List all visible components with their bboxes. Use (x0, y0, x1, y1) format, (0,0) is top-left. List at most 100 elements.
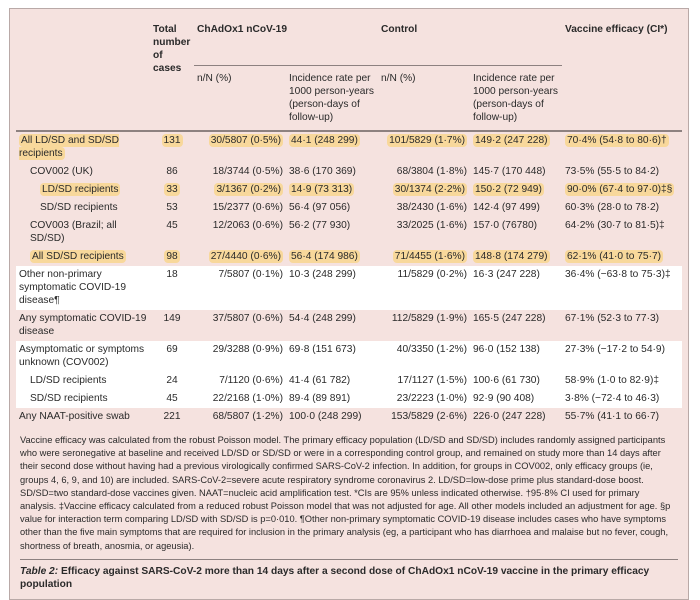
cell-eff: 3·8% (−72·4 to 46·3) (562, 390, 683, 408)
cell-value: 38·6 (170 369) (289, 166, 356, 177)
cell-value: 165·5 (247 228) (473, 313, 546, 324)
cell-v-inc: 41·4 (61 782) (286, 372, 379, 390)
cell-v-n: 27/4440 (0·6%) (194, 248, 286, 266)
cell-value: 69 (166, 344, 178, 355)
cell-v-n: 30/5807 (0·5%) (194, 132, 286, 163)
cell-c-n: 17/1127 (1·5%) (378, 372, 471, 390)
highlighted-value: 30/5807 (0·5%) (208, 134, 283, 147)
cell-label: LD/SD recipients (16, 372, 150, 390)
cell-eff: 60·3% (28·0 to 78·2) (562, 199, 682, 217)
cell-c-inc: 92·9 (90 408) (470, 390, 563, 408)
cell-v-n: 7/5807 (0·1%) (194, 266, 286, 310)
cell-total: 86 (150, 163, 194, 181)
table-panel: Total number of cases ChAdOx1 nCoV-19 Co… (9, 8, 689, 600)
cell-c-inc: 100·6 (61 730) (470, 372, 563, 390)
cell-value: 56·2 (77 930) (289, 220, 351, 231)
cell-c-n: 68/3804 (1·8%) (378, 163, 470, 181)
cell-value: 15/2377 (0·6%) (212, 202, 283, 213)
cell-value: Other non-primary symptomatic COVID-19 d… (19, 269, 126, 306)
cell-total: 18 (150, 266, 194, 310)
table-row: LD/SD recipients 24 7/1120 (0·6%) 41·4 (61 … (16, 372, 683, 390)
cell-value: 64·2% (30·7 to 81·5)‡ (565, 220, 665, 231)
cell-c-inc: 148·8 (174 279) (470, 248, 562, 266)
cell-v-inc: 54·4 (248 299) (286, 310, 378, 341)
cell-total: 45 (150, 217, 194, 248)
table-caption: Table 2: Efficacy against SARS-CoV-2 mor… (20, 565, 678, 591)
cell-v-n: 68/5807 (1·2%) (194, 408, 286, 426)
cell-label: Any symptomatic COVID-19 disease (16, 310, 150, 341)
header-blank (16, 17, 150, 131)
cell-value: 60·3% (28·0 to 78·2) (565, 202, 660, 213)
cell-v-inc: 69·8 (151 673) (286, 341, 379, 372)
cell-label: COV002 (UK) (16, 163, 150, 181)
cell-v-n: 12/2063 (0·6%) (194, 217, 286, 248)
cell-value: 112/5829 (1·9%) (391, 313, 468, 324)
cell-value: 54·4 (248 299) (289, 313, 356, 324)
cell-value: 56·4 (97 056) (289, 202, 351, 213)
cell-value: 142·4 (97 499) (473, 202, 540, 213)
header-vaccine-incidence: Incidence rate per 1000 person-years (pe… (289, 73, 374, 123)
cell-eff: 55·7% (41·1 to 66·7) (562, 408, 682, 426)
cell-v-n: 22/2168 (1·0%) (194, 390, 286, 408)
table-row: COV003 (Brazil; all SD/SD) 45 12/2063 (0·6… (16, 217, 682, 248)
cell-c-n: 23/2223 (1·0%) (378, 390, 471, 408)
cell-eff: 27·3% (−17·2 to 54·9) (562, 341, 683, 372)
cell-value: 145·7 (170 448) (473, 166, 546, 177)
header-total: Total number of cases (153, 24, 191, 74)
cell-value: 23/2223 (1·0%) (396, 393, 468, 404)
highlighted-value: 33 (164, 183, 180, 196)
cell-value: 16·3 (247 228) (473, 269, 540, 280)
cell-v-n: 3/1367 (0·2%) (194, 181, 286, 199)
cell-v-inc: 56·4 (97 056) (286, 199, 378, 217)
cell-v-inc: 44·1 (248 299) (286, 132, 378, 163)
cell-label: All SD/SD recipients (16, 248, 150, 266)
header-vaccine-nN: n/N (%) (197, 73, 232, 84)
cell-value: 18 (166, 269, 178, 280)
highlighted-value: 62·1% (41·0 to 75·7) (565, 250, 664, 263)
cell-value: 7/5807 (0·1%) (218, 269, 283, 280)
cell-c-n: 11/5829 (0·2%) (378, 266, 471, 310)
cell-value: 89·4 (89 891) (289, 393, 351, 404)
caption-rule (20, 558, 678, 560)
cell-value: SD/SD recipients (30, 393, 108, 404)
table-row: Asymptomatic or symptoms unknown (COV002… (16, 341, 683, 372)
cell-eff: 73·5% (55·5 to 84·2) (562, 163, 682, 181)
cell-value: 36·4% (−63·8 to 75·3)‡ (565, 269, 671, 280)
cell-value: Asymptomatic or symptoms unknown (COV002… (19, 344, 145, 368)
table-row: Any symptomatic COVID-19 disease 149 37/58… (16, 310, 682, 341)
cell-value: 29/3288 (0·9%) (212, 344, 283, 355)
cell-value: 157·0 (76780) (473, 220, 538, 231)
cell-v-n: 7/1120 (0·6%) (194, 372, 286, 390)
table-row: Other non-primary symptomatic COVID-19 d… (16, 266, 683, 310)
cell-label: Asymptomatic or symptoms unknown (COV002… (16, 341, 150, 372)
cell-value: 153/5829 (2·6%) (391, 411, 468, 422)
highlighted-value: 148·8 (174 279) (473, 250, 550, 263)
header-control-group: Control (378, 17, 563, 66)
highlighted-value: 90·0% (67·4 to 97·0)‡§ (565, 183, 675, 196)
cell-label: COV003 (Brazil; all SD/SD) (16, 217, 150, 248)
highlighted-value: 70·4% (54·8 to 80·6)† (565, 134, 669, 147)
cell-value: 17/1127 (1·5%) (397, 375, 468, 386)
cell-value: 45 (166, 393, 178, 404)
cell-c-inc: 165·5 (247 228) (470, 310, 562, 341)
cell-value: 67·1% (52·3 to 77·3) (565, 313, 660, 324)
cell-c-n: 30/1374 (2·2%) (378, 181, 470, 199)
cell-value: 22/2168 (1·0%) (212, 393, 283, 404)
highlighted-value: 150·2 (72 949) (473, 183, 544, 196)
highlighted-value: 14·9 (73 313) (289, 183, 355, 196)
cell-value: 7/1120 (0·6%) (219, 375, 283, 386)
cell-eff: 64·2% (30·7 to 81·5)‡ (562, 217, 682, 248)
cell-v-n: 18/3744 (0·5%) (194, 163, 286, 181)
footnote: Vaccine efficacy was calculated from the… (20, 435, 671, 551)
cell-value: 41·4 (61 782) (289, 375, 351, 386)
highlighted-value: 56·4 (174 986) (289, 250, 360, 263)
cell-value: 37/5807 (0·6%) (212, 313, 283, 324)
cell-c-n: 153/5829 (2·6%) (378, 408, 470, 426)
cell-total: 53 (150, 199, 194, 217)
cell-v-n: 29/3288 (0·9%) (194, 341, 286, 372)
cell-value: 38/2430 (1·6%) (396, 202, 468, 213)
cell-v-inc: 10·3 (248 299) (286, 266, 379, 310)
cell-v-inc: 100·0 (248 299) (286, 408, 378, 426)
header-control-incidence: Incidence rate per 1000 person-years (pe… (473, 73, 558, 123)
highlighted-value: All LD/SD and SD/SD recipients (19, 134, 119, 160)
